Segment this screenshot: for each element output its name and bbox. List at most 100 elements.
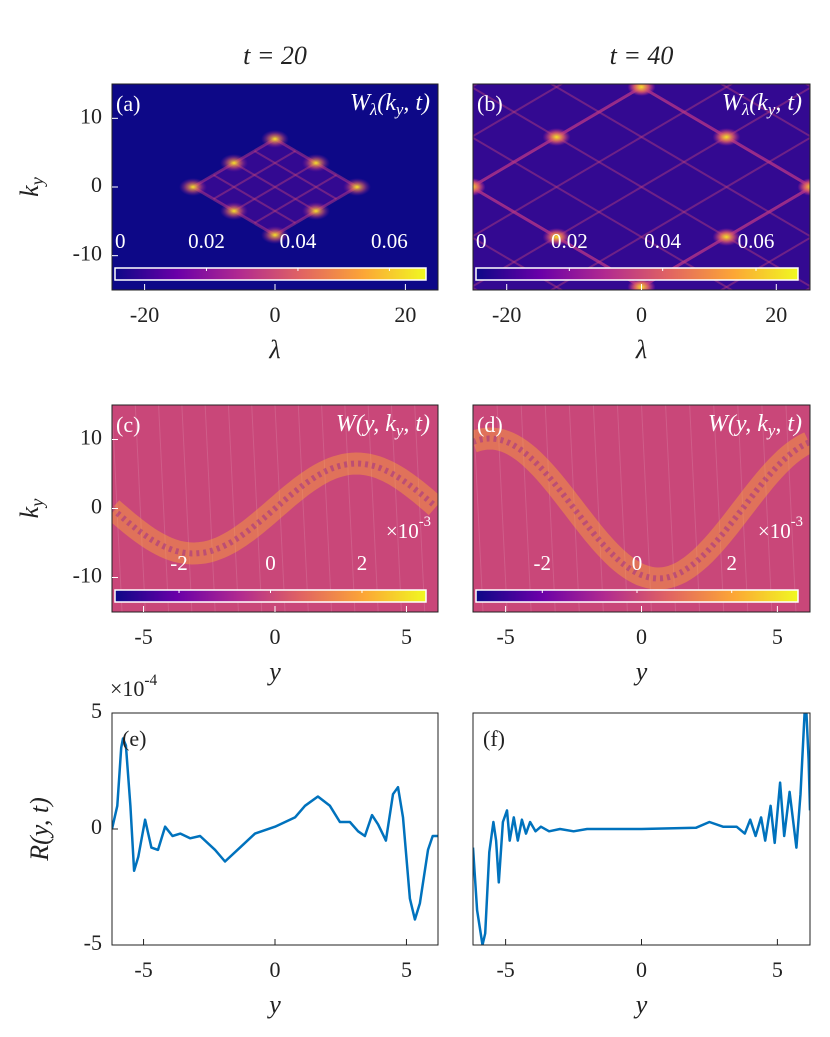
x-axis-label: λ [268,335,280,364]
colorbar-exponent: ×10-3​ [758,514,803,542]
x-tick-label: -5 [496,957,514,982]
y-tick-label: -10 [73,563,102,588]
x-tick-label: 20 [765,302,787,327]
colorbar [114,267,427,281]
heatmap-texture [725,86,810,138]
panel-label: (a) [116,91,140,116]
heatmap-texture [261,226,289,244]
colorbar-tick-label: 0.04 [644,229,681,253]
heatmap-texture [212,174,297,224]
panel-label: (f) [483,726,505,751]
x-tick-label: -20 [492,302,521,327]
heatmap-texture [568,405,580,612]
heatmap-texture [253,150,338,200]
heatmap-image [473,405,810,612]
panel-annotation: Wλ​(ky​, t) [350,90,430,119]
heatmap-texture [373,28,401,46]
colorbar-tick-label: 0 [115,229,126,253]
x-tick-label: -5 [496,624,514,649]
heatmap-texture [473,84,564,138]
heatmap-texture [233,162,317,212]
y-tick-label: -5 [84,930,102,955]
heatmap-texture [473,178,486,196]
heatmap-texture [513,161,685,263]
colorbar-tick-label: 2 [357,551,368,575]
heatmap-texture [683,84,734,113]
y-axis-label: ky​ [15,176,47,197]
heatmap-texture [274,405,286,612]
heatmap-texture [592,405,604,612]
x-tick-label: 0 [270,624,281,649]
heatmap-texture [719,236,810,290]
line-series [473,713,810,945]
colorbar-tick-label: 0.06 [371,229,408,253]
heatmap-texture [768,211,810,238]
colorbar-tick-label: 2 [726,551,737,575]
colorbar-tick-label: -2 [534,551,552,575]
heatmap-texture [627,84,656,96]
heatmap-image [373,28,826,396]
heatmap-texture [414,405,426,612]
colorbar-tick-label: 0.04 [280,229,317,253]
x-tick-label: 0 [270,302,281,327]
colorbar-tick-label: 0.02 [551,229,588,253]
y-axis-label: R(y, t) [25,797,54,862]
colorbar-tick-label: -2 [170,551,188,575]
heatmap-texture [112,452,438,565]
heatmap-texture [543,328,571,346]
heatmap-texture [473,236,558,288]
heatmap-texture [543,28,571,46]
colorbar-exponent: ×10-3​ [386,514,431,542]
x-tick-label: 0 [636,957,647,982]
heatmap-texture [473,435,810,582]
column-title: t = 40 [610,41,674,70]
heatmap-texture [321,405,333,612]
x-tick-label: 20 [394,302,416,327]
panel-annotation: W(y, ky​, t) [708,411,802,440]
heatmap-texture [253,174,338,224]
line-series [112,737,438,921]
y-tick-label: 5 [91,698,102,723]
heatmap-texture [220,154,248,172]
x-axis-label: y [266,657,281,686]
heatmap-texture [496,405,508,612]
colorbar-tick-label: 0 [265,551,276,575]
heatmap-texture [555,136,728,238]
heatmap-texture [761,405,773,612]
y-tick-label: -10 [73,241,102,266]
y-exponent: ×10-4​ [110,672,158,702]
heatmap-texture [212,150,297,200]
x-axis-label: y [633,990,648,1019]
panel-annotation: Wλ​(ky​, t) [722,90,802,119]
heatmap-texture [473,405,484,612]
heatmap-texture [520,405,532,612]
heatmap-texture [725,236,810,288]
y-axis-label: ky​ [15,498,47,519]
y-tick-label: 10 [80,103,102,128]
heatmap-texture [712,228,741,246]
heatmap-texture [458,378,486,396]
x-tick-label: -20 [130,302,159,327]
heatmap-texture [785,405,797,612]
axes-box [111,712,439,946]
heatmap-texture [798,378,826,396]
x-tick-label: -5 [134,957,152,982]
heatmap-texture [233,162,317,212]
heatmap-texture [542,228,571,246]
x-tick-label: 5 [401,624,412,649]
heatmap-texture [473,211,515,238]
heatmap-texture [689,405,701,612]
heatmap-texture [204,405,216,612]
heatmap-texture [220,202,248,220]
heatmap-image [112,84,438,290]
heatmap-texture [473,136,515,163]
x-axis-label: λ [635,335,647,364]
x-tick-label: 5 [401,957,412,982]
panel-label: (e) [122,726,146,751]
heatmap-texture [181,405,193,612]
heatmap-texture [713,328,741,346]
heatmap-texture [134,405,146,612]
heatmap-texture [616,405,628,612]
heatmap-texture [542,128,571,146]
